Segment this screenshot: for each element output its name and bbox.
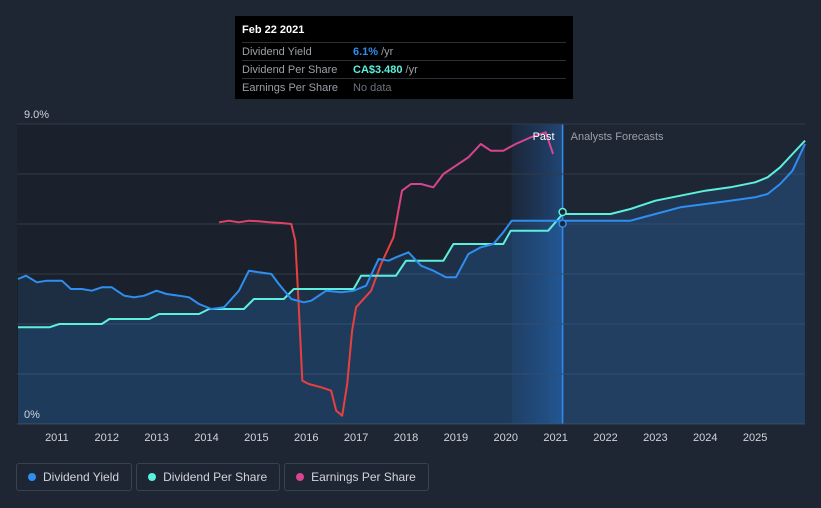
x-tick-label: 2024 (693, 432, 717, 444)
y-tick-label: 0% (24, 409, 40, 421)
series-areas (17, 140, 805, 424)
dot-icon (28, 473, 36, 481)
y-tick-label: 9.0% (24, 109, 49, 121)
x-tick-label: 2017 (344, 432, 368, 444)
dividend-per-share-area (17, 140, 805, 424)
x-tick-label: 2011 (45, 432, 69, 444)
x-tick-label: 2016 (294, 432, 318, 444)
dividend-yield-area (17, 144, 805, 424)
x-tick-label: 2013 (144, 432, 168, 444)
tooltip-label: Earnings Per Share (242, 81, 338, 94)
tooltip-value: No data (353, 81, 392, 94)
x-tick-label: 2021 (543, 432, 567, 444)
dividend-yield-line (17, 143, 806, 310)
legend-item-dividend-per-share[interactable]: Dividend Per Share (136, 463, 281, 491)
legend-item-dividend-yield[interactable]: Dividend Yield (16, 463, 133, 491)
past-label: Past (533, 131, 555, 143)
x-tick-label: 2025 (743, 432, 767, 444)
x-tick-label: 2015 (244, 432, 268, 444)
grid (17, 123, 805, 425)
tooltip-row-earnings-per-share: Earnings Per Share No data (242, 79, 566, 96)
legend-label: Dividend Per Share (163, 470, 268, 484)
tooltip-label: Dividend Yield (242, 45, 312, 58)
legend-label: Dividend Yield (43, 470, 120, 484)
past-forecast-labels: Past Analysts Forecasts (533, 131, 664, 143)
x-tick-label: 2012 (95, 432, 119, 444)
series-lines (17, 131, 806, 417)
tooltip: Feb 22 2021 Dividend Yield 6.1% /yr Divi… (235, 16, 573, 99)
dot-icon (296, 473, 305, 481)
tooltip-row-dividend-yield: Dividend Yield 6.1% /yr (242, 43, 566, 61)
x-tick-label: 2020 (494, 432, 518, 444)
forecast-label: Analysts Forecasts (571, 131, 664, 143)
tooltip-value: 6.1% (353, 45, 379, 58)
dividend-per-share-marker (558, 207, 567, 217)
legend: Dividend Yield Dividend Per Share Earnin… (16, 463, 429, 491)
x-tick-label: 2022 (593, 432, 617, 444)
x-tick-label: 2014 (194, 432, 218, 444)
x-axis-ticks: 2011 2012 2013 2014 2015 2016 2017 2018 2019 2020… (45, 432, 767, 444)
x-tick-label: 2018 (394, 432, 418, 444)
x-tick-label: 2019 (444, 432, 468, 444)
tooltip-unit: /yr (405, 63, 418, 76)
tooltip-unit: /yr (381, 45, 394, 58)
tooltip-row-dividend-per-share: Dividend Per Share CA$3.480 /yr (242, 61, 566, 79)
dividend-yield-marker (558, 219, 567, 228)
x-tick-label: 2023 (643, 432, 667, 444)
tooltip-label: Dividend Per Share (242, 63, 338, 76)
dot-icon (148, 473, 157, 481)
earnings-per-share-line (218, 131, 555, 417)
legend-label: Earnings Per Share (311, 470, 416, 484)
legend-item-earnings-per-share[interactable]: Earnings Per Share (284, 463, 429, 491)
tooltip-date: Feb 22 2021 (242, 24, 566, 43)
dividend-per-share-line (18, 140, 806, 329)
tooltip-value: CA$3.480 (353, 63, 403, 76)
y-axis-ticks: 9.0% 0% (24, 109, 49, 421)
